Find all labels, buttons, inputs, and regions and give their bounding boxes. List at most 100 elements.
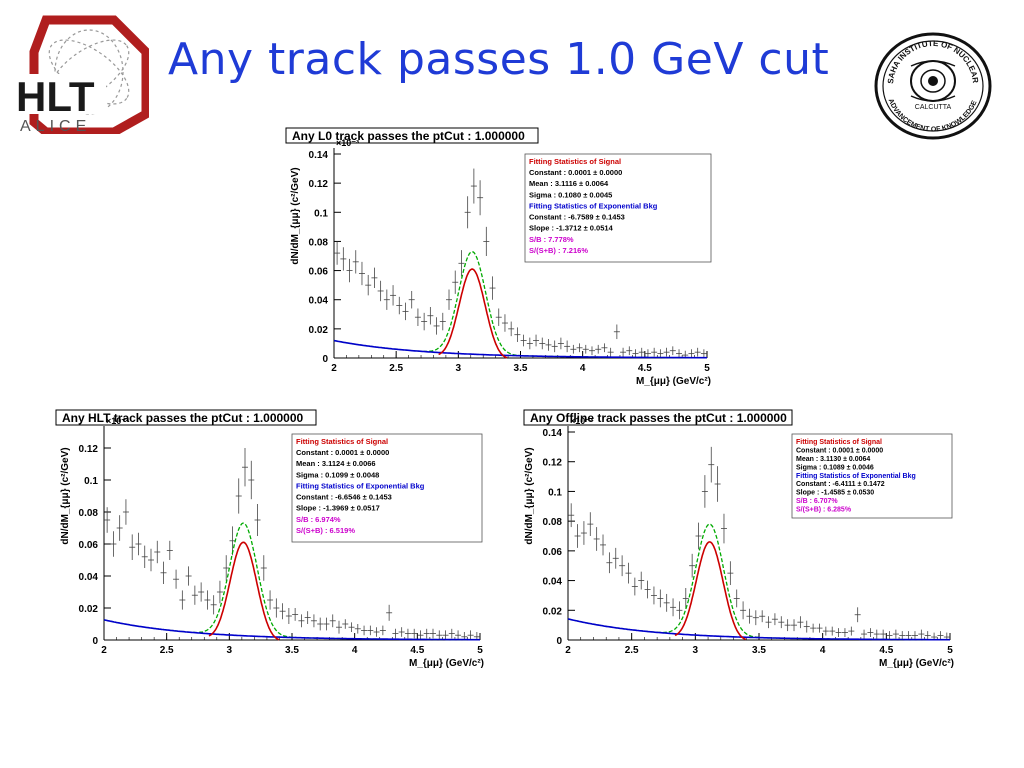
fit-stats-line: Constant : -6.4111 ± 0.1472 [796, 481, 885, 488]
total-fit-curve [567, 523, 950, 641]
x-tick-label: 3.5 [752, 645, 766, 656]
x-tick-label: 2 [565, 645, 571, 656]
y-tick-label: 0 [322, 354, 328, 365]
x-tick-label: 4.5 [410, 645, 424, 656]
total-fit-curve [333, 250, 707, 359]
x-tick-label: 3 [456, 363, 462, 374]
fit-stats-line: Sigma : 0.1080 ± 0.0045 [529, 190, 612, 199]
fit-stats-line: S/(S+B) : 7.216% [529, 246, 588, 255]
fit-stats-line: Constant : -6.7589 ± 0.1453 [529, 213, 625, 222]
fit-stats-line: Slope : -1.3969 ± 0.0517 [296, 504, 380, 513]
y-exponent-label: ×10⁻³ [570, 416, 593, 426]
chart-hlt-track: Any HLT track passes the ptCut : 1.00000… [55, 409, 484, 669]
x-tick-label: 4.5 [879, 645, 893, 656]
y-tick-label: 0.04 [309, 296, 329, 307]
x-tick-label: 3 [693, 645, 699, 656]
y-tick-label: 0.1 [548, 487, 562, 498]
fit-stats-line: S/(S+B) : 6.285% [796, 507, 852, 514]
fit-stats-line: Slope : -1.4585 ± 0.0530 [796, 490, 874, 497]
fit-stats-line: Constant : 0.0001 ± 0.0000 [796, 447, 883, 454]
x-tick-label: 5 [477, 645, 483, 656]
fit-stats-box [524, 153, 712, 263]
hlt-logo-text: HLT [16, 73, 95, 120]
y-tick-label: 0.04 [543, 577, 563, 588]
y-tick-label: 0.02 [543, 606, 563, 617]
y-tick-label: 0.12 [79, 444, 99, 455]
fit-stats-line: Constant : 0.0001 ± 0.0000 [529, 168, 622, 177]
y-tick-label: 0.08 [79, 508, 99, 519]
x-tick-label: 2 [331, 363, 337, 374]
x-axis-label: M_{μμ} (GeV/c²) [879, 658, 954, 669]
signal-fit-curve [438, 268, 508, 359]
fit-stats-line: Mean : 3.1124 ± 0.0066 [296, 459, 376, 468]
chart-title-box [55, 409, 317, 426]
y-tick-label: 0.08 [543, 517, 563, 528]
slide-title: Any track passes 1.0 GeV cut [168, 34, 830, 85]
hlt-alice-logo: HLT ALICE [14, 15, 149, 134]
y-tick-label: 0.12 [543, 458, 563, 469]
x-axis-label: M_{μμ} (GeV/c²) [409, 658, 484, 669]
x-tick-label: 3 [227, 645, 233, 656]
y-tick-label: 0.04 [79, 572, 99, 583]
chart-title: Any Offline track passes the ptCut : 1.0… [530, 411, 787, 425]
fit-stats-line: S/(S+B) : 6.519% [296, 526, 355, 535]
y-tick-label: 0.14 [543, 428, 563, 439]
fit-stats-line: Sigma : 0.1099 ± 0.0048 [296, 470, 379, 479]
fit-stats-line: Fitting Statistics of Signal [296, 437, 388, 446]
fit-stats-line: Slope : -1.3712 ± 0.0514 [529, 224, 614, 233]
chart-offline-track: Any Offline track passes the ptCut : 1.0… [523, 409, 954, 669]
fit-stats-line: Mean : 3.1116 ± 0.0064 [529, 179, 609, 188]
fit-stats-line: S/B : 7.778% [529, 235, 574, 244]
background-fit-curve [103, 619, 480, 641]
fit-stats-line: Sigma : 0.1089 ± 0.0046 [796, 464, 874, 471]
y-tick-label: 0 [556, 636, 562, 647]
fit-stats-line: Constant : -6.6546 ± 0.1453 [296, 493, 392, 502]
x-tick-label: 5 [947, 645, 953, 656]
fit-stats-box [291, 433, 483, 543]
fit-stats-line: Constant : 0.0001 ± 0.0000 [296, 448, 389, 457]
x-tick-label: 5 [704, 363, 710, 374]
x-tick-label: 2 [101, 645, 107, 656]
y-exponent-label: ×10⁻³ [106, 416, 129, 426]
chart-l0-track: Any L0 track passes the ptCut : 1.000000… [285, 127, 712, 387]
x-tick-label: 3.5 [285, 645, 299, 656]
chart-title: Any HLT track passes the ptCut : 1.00000… [62, 411, 304, 425]
fit-stats-line: Fitting Statistics of Signal [529, 157, 621, 166]
background-fit-curve [567, 618, 950, 641]
fit-stats-line: Fitting Statistics of Signal [796, 439, 882, 446]
y-tick-label: 0.06 [543, 547, 563, 558]
x-tick-label: 2.5 [160, 645, 174, 656]
fit-stats-line: Fitting Statistics of Exponential Bkg [529, 201, 658, 210]
x-tick-label: 2.5 [389, 363, 403, 374]
signal-fit-curve [208, 541, 280, 641]
y-tick-label: 0.08 [309, 237, 329, 248]
fit-stats-box [791, 433, 953, 519]
x-tick-label: 3.5 [514, 363, 528, 374]
alice-logo-text: ALICE [20, 118, 91, 134]
y-tick-label: 0.14 [309, 150, 329, 161]
chart-title-box [285, 127, 539, 144]
fit-stats-line: Fitting Statistics of Exponential Bkg [296, 481, 425, 490]
y-tick-label: 0.02 [79, 604, 99, 615]
y-tick-label: 0.02 [309, 325, 329, 336]
seal-city-text: CALCUTTA [915, 104, 952, 111]
y-tick-label: 0.12 [309, 179, 329, 190]
y-axis-label: dN/dM_{μμ} (c²/GeV) [60, 447, 71, 544]
y-tick-label: 0.1 [314, 208, 328, 219]
x-tick-label: 4.5 [638, 363, 652, 374]
y-tick-label: 0.06 [309, 267, 329, 278]
y-exponent-label: ×10⁻³ [336, 138, 359, 148]
y-tick-label: 0.1 [84, 476, 98, 487]
fit-stats-line: S/B : 6.707% [796, 498, 838, 505]
saha-institute-seal: SAHA INSTITUTE OF NUCLEAR PHYSICS CALCUT… [873, 26, 992, 140]
chart-title: Any L0 track passes the ptCut : 1.000000 [292, 129, 525, 143]
y-tick-label: 0.06 [79, 540, 99, 551]
fit-stats-line: Mean : 3.1130 ± 0.0064 [796, 456, 870, 463]
fit-stats-line: S/B : 6.974% [296, 515, 341, 524]
fit-stats-line: Fitting Statistics of Exponential Bkg [796, 473, 916, 480]
x-tick-label: 4 [352, 645, 358, 656]
y-axis-label: dN/dM_{μμ} (c²/GeV) [290, 167, 301, 264]
signal-fit-curve [674, 541, 747, 641]
x-axis-label: M_{μμ} (GeV/c²) [636, 376, 711, 387]
x-tick-label: 4 [820, 645, 826, 656]
